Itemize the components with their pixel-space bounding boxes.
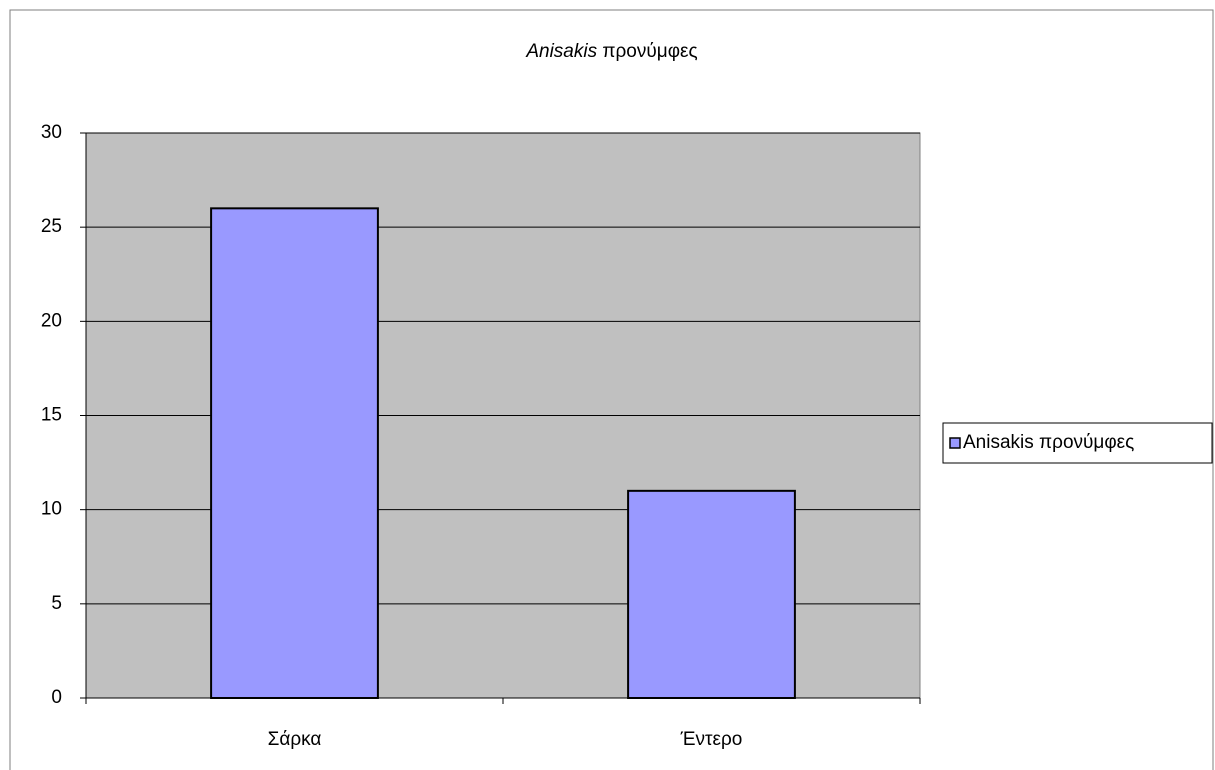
legend	[942, 422, 1213, 464]
y-tick-label: 10	[41, 499, 62, 520]
legend-label: Anisakis προνύμφες	[963, 432, 1134, 453]
y-tick-label: 25	[41, 216, 62, 237]
y-tick-label: 0	[51, 687, 62, 708]
y-tick-label: 5	[51, 593, 62, 614]
y-tick-label: 15	[41, 405, 62, 426]
x-tick-label: Έντερο	[680, 729, 743, 750]
y-tick-label: 20	[41, 310, 62, 331]
chart-title: Anisakis προνύμφες	[525, 41, 697, 62]
bar	[627, 489, 796, 700]
y-tick-label: 30	[41, 122, 62, 143]
x-tick-label: Σάρκα	[268, 729, 322, 750]
bar	[210, 207, 379, 699]
legend-swatch	[949, 437, 961, 449]
